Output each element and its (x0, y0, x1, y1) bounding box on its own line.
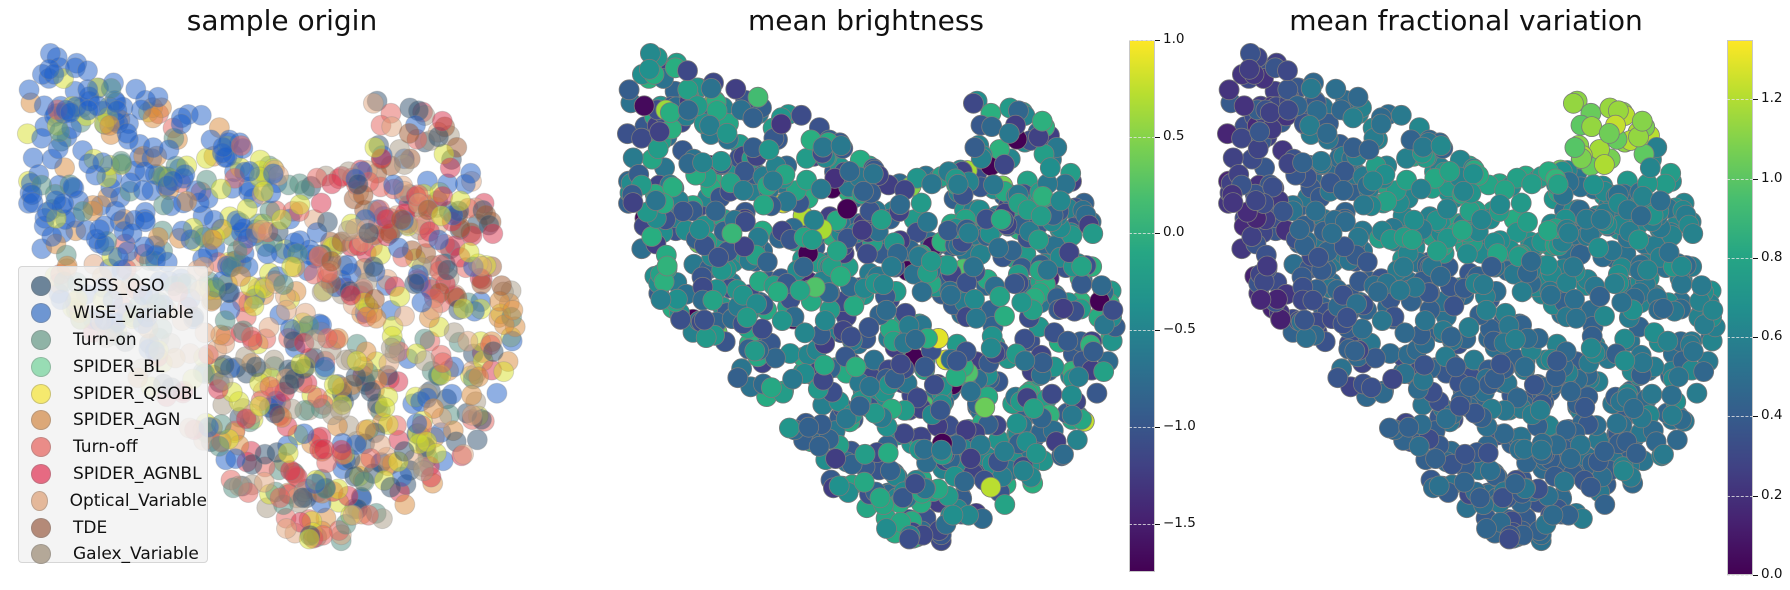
colorbar-tick-label: 0.2 (1761, 486, 1783, 503)
legend-marker-icon (31, 329, 51, 350)
legend-label: SPIDER_AGN (73, 410, 181, 431)
colorbar-tick-label: 0.0 (1761, 566, 1783, 582)
colorbar-tick-label: −0.5 (1163, 321, 1196, 338)
legend-label: Optical_Variable (69, 490, 207, 511)
legend-marker-icon (31, 490, 48, 511)
colorbar-1 (1129, 40, 1155, 572)
colorbar-tick-label: 1.0 (1163, 31, 1185, 47)
legend-label: SPIDER_QSOBL (73, 383, 202, 404)
legend-item: Optical_Variable (19, 487, 207, 514)
panel-title: mean fractional variation (1289, 4, 1643, 37)
legend-label: Turn-off (73, 437, 138, 458)
legend-label: SDSS_QSO (73, 276, 165, 297)
legend-item: Turn-on (19, 327, 207, 354)
legend-marker-icon (31, 356, 51, 377)
legend-item: SPIDER_QSOBL (19, 380, 207, 407)
legend-label: WISE_Variable (73, 303, 194, 324)
colorbar-2 (1727, 40, 1753, 575)
legend-item: Galex_Variable (19, 541, 207, 568)
legend-item: TDE (19, 514, 207, 541)
scatter-panel-3 (1217, 43, 1726, 552)
legend-label: Galex_Variable (73, 544, 199, 565)
colorbar-tick-label: 0.0 (1163, 224, 1185, 241)
legend-item: SPIDER_BL (19, 353, 207, 380)
panel-title: sample origin (186, 4, 378, 37)
legend-marker-icon (31, 544, 51, 565)
legend-item: WISE_Variable (19, 300, 207, 327)
legend-marker-icon (31, 437, 51, 458)
legend: SDSS_QSO WISE_Variable Turn-on SPIDER_BL SPI… (18, 266, 208, 565)
legend-label: SPIDER_BL (73, 356, 165, 377)
colorbar-tick-label: 1.2 (1761, 90, 1783, 107)
colorbar-tick-label: 0.5 (1163, 127, 1185, 144)
panel-title: mean brightness (747, 4, 985, 37)
legend-marker-icon (31, 410, 51, 431)
legend-label: TDE (73, 517, 108, 538)
legend-marker-icon (31, 517, 51, 538)
legend-item: SDSS_QSO (19, 273, 207, 300)
legend-item: Turn-off (19, 434, 207, 461)
colorbar-tick-label: 0.4 (1761, 407, 1783, 424)
legend-label: SPIDER_AGNBL (73, 463, 202, 484)
colorbar-tick-label: −1.0 (1163, 417, 1196, 434)
colorbar-tick-label: 1.0 (1761, 169, 1783, 186)
scatter-panel-2 (617, 43, 1126, 552)
legend-marker-icon (31, 463, 51, 484)
legend-label: Turn-on (73, 329, 137, 350)
legend-item: SPIDER_AGN (19, 407, 207, 434)
colorbar-tick-label: −1.5 (1163, 514, 1196, 531)
colorbar-tick-label: 0.6 (1761, 328, 1783, 345)
legend-marker-icon (31, 303, 51, 324)
legend-marker-icon (31, 276, 51, 297)
legend-marker-icon (31, 383, 51, 404)
colorbar-tick-label: 0.8 (1761, 248, 1783, 265)
legend-item: SPIDER_AGNBL (19, 461, 207, 488)
scatter-panel-1 (16, 42, 526, 552)
